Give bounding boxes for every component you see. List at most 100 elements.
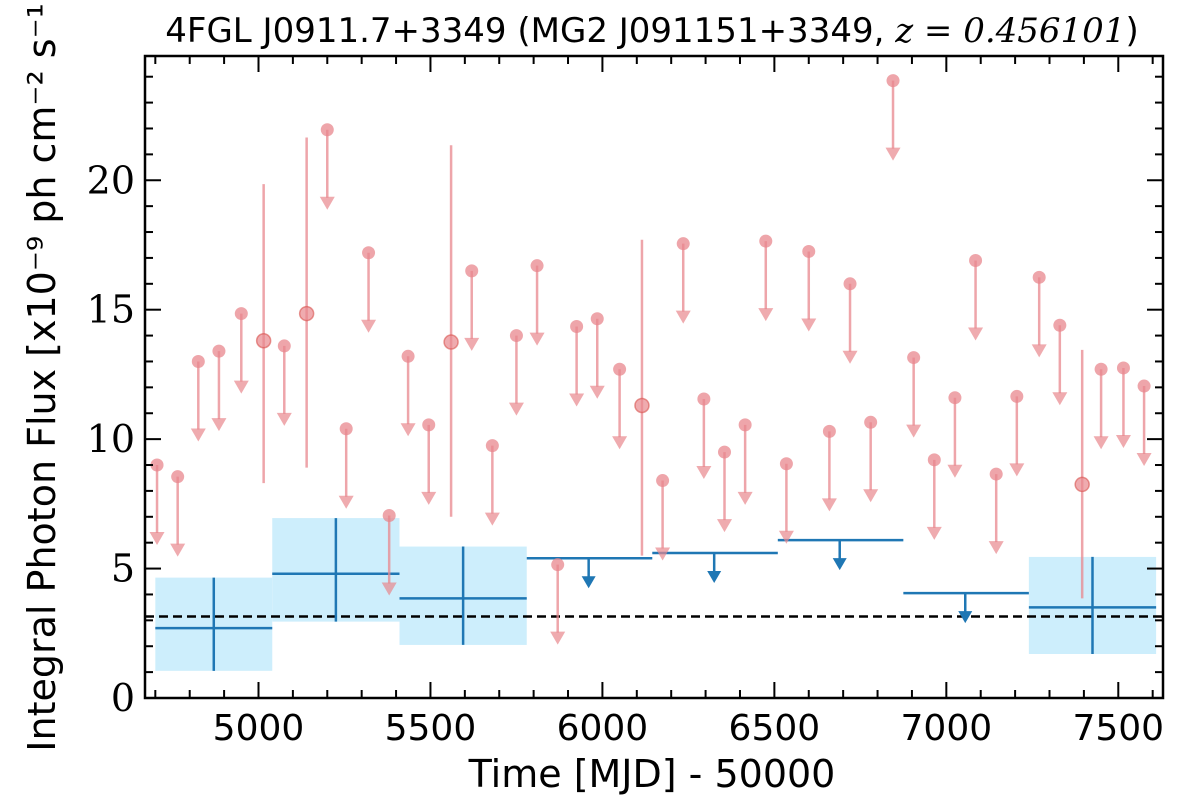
short-bin-upper-limit-point: [1116, 361, 1130, 375]
long-bin-upper-limit-arrow: [958, 611, 973, 624]
long-bin-upper-limit-arrow: [707, 571, 722, 584]
short-bin-upper-limit-arrow: [885, 147, 901, 161]
short-bin-upper-limit-point: [759, 234, 773, 248]
short-bin-detection-point: [255, 333, 272, 349]
short-bin-upper-limit-arrow: [842, 350, 858, 364]
short-bin-upper-limit-arrow: [421, 491, 437, 505]
x-tick-label: 5000: [213, 708, 305, 749]
short-bin-upper-limit-point: [969, 254, 983, 268]
short-bin-upper-limit-arrow: [778, 530, 794, 544]
short-bin-upper-limit-point: [339, 422, 353, 436]
short-bin-upper-limit-arrow: [696, 466, 712, 480]
short-bin-upper-limit-point: [422, 418, 436, 432]
title-prefix: 4FGL J0911.7+3349 (MG2 J091151+3349,: [165, 11, 895, 51]
short-bin-detection-point: [1074, 476, 1090, 493]
x-axis-label: Time [MJD] - 50000: [468, 752, 836, 796]
short-bin-upper-limit-point: [613, 362, 627, 376]
short-bin-upper-limit-arrow: [1136, 453, 1152, 467]
short-bin-upper-limit-point: [362, 246, 376, 260]
short-bin-upper-limit-point: [1053, 318, 1067, 332]
short-bin-detection-point: [634, 397, 650, 414]
y-tick-label: 15: [87, 288, 135, 332]
short-bin-detection-point: [443, 334, 459, 350]
short-bin-upper-limit-point: [465, 264, 479, 278]
short-bin-upper-limit-point: [864, 415, 878, 429]
short-bin-upper-limit-arrow: [550, 631, 566, 645]
short-bin-upper-limit-arrow: [233, 380, 249, 394]
short-bin-upper-limit-arrow: [1009, 463, 1025, 477]
y-tick-label: 20: [87, 158, 135, 202]
short-bin-upper-limit-arrow: [821, 498, 837, 512]
y-tick-label: 0: [111, 676, 135, 720]
short-bin-upper-limit-arrow: [508, 402, 524, 416]
short-bin-upper-limit-arrow: [758, 308, 774, 322]
short-bin-upper-limit-point: [212, 344, 226, 358]
short-bin-upper-limit-point: [989, 467, 1003, 481]
short-bin-upper-limit-arrow: [612, 436, 628, 450]
short-bin-upper-limit-point: [551, 558, 565, 572]
short-bin-upper-limit-point: [171, 470, 185, 484]
short-bin-upper-limit-point: [485, 439, 499, 453]
short-bin-upper-limit-point: [927, 453, 941, 467]
short-bin-upper-limit-point: [1032, 270, 1046, 284]
short-bin-upper-limit-arrow: [361, 319, 377, 333]
short-bin-upper-limit-point: [676, 237, 690, 251]
short-bin-upper-limit-point: [320, 123, 334, 137]
short-bin-upper-limit-arrow: [968, 327, 984, 341]
plot-area: 5000 5500 6000 6500 7000 7500 0 5 10 15 20: [87, 54, 1165, 749]
short-bin-upper-limit-arrow: [589, 385, 605, 399]
short-bin-upper-limit-point: [401, 349, 415, 363]
short-bin-upper-limit-arrow: [464, 337, 480, 351]
x-tick-label: 5500: [385, 708, 477, 749]
short-bin-upper-limit-point: [277, 339, 291, 353]
short-bin-upper-limit-arrow: [1115, 434, 1131, 448]
short-bin-upper-limit-point: [822, 424, 836, 438]
short-bin-upper-limit-point: [590, 312, 604, 326]
short-bin-upper-limit-arrow: [988, 541, 1004, 555]
short-bin-upper-limit-point: [191, 354, 205, 368]
short-bin-upper-limit-arrow: [675, 310, 691, 324]
title-suffix: ): [1125, 11, 1138, 51]
short-bin-upper-limit-arrow: [1093, 436, 1109, 450]
short-bin-upper-limit-arrow: [1031, 344, 1047, 358]
chart-title: 4FGL J0911.7+3349 (MG2 J091151+3349, z =…: [165, 11, 1138, 51]
axes-frame: [143, 54, 1165, 700]
short-bin-upper-limit-arrow: [569, 393, 585, 407]
short-bin-upper-limit-point: [530, 259, 544, 273]
short-bin-upper-limit-point: [802, 244, 816, 258]
short-bin-upper-limit-arrow: [170, 543, 186, 557]
title-redshift: z = 0.456101: [894, 11, 1125, 51]
short-bin-upper-limit-arrow: [338, 495, 354, 509]
y-tick-label: 5: [111, 547, 135, 591]
short-bin-upper-limit-arrow: [926, 526, 942, 540]
long-bin-upper-limit-arrow: [832, 558, 847, 571]
long-bin-upper-limit-arrow: [581, 576, 596, 589]
short-bin-upper-limit-arrow: [276, 412, 292, 426]
short-bin-upper-limit-arrow: [529, 332, 545, 346]
short-bin-upper-limit-arrow: [737, 491, 753, 505]
short-bin-upper-limit-point: [1137, 379, 1151, 393]
short-bin-upper-limit-arrow: [906, 424, 922, 438]
short-bin-upper-limit-arrow: [655, 547, 671, 561]
x-tick-label: 6000: [557, 708, 649, 749]
short-bin-upper-limit-arrow: [319, 196, 335, 210]
short-bin-upper-limit-arrow: [801, 318, 817, 332]
short-bin-upper-limit-arrow: [211, 418, 227, 432]
short-bin-upper-limit-point: [150, 458, 164, 472]
x-tick-label: 7500: [1072, 708, 1164, 749]
short-bin-upper-limit-point: [843, 277, 857, 291]
short-bin-upper-limit-point: [1010, 389, 1024, 403]
short-bin-upper-limit-point: [738, 418, 752, 432]
y-tick-label: 10: [87, 417, 135, 461]
x-tick-label: 7000: [901, 708, 993, 749]
short-bin-upper-limit-point: [948, 391, 962, 405]
short-bin-detection-point: [298, 305, 315, 322]
short-bin-upper-limit-point: [1094, 362, 1108, 376]
short-bin-upper-limit-point: [382, 508, 396, 522]
short-bin-upper-limit-point: [886, 74, 900, 88]
short-bin-upper-limit-arrow: [947, 464, 963, 478]
short-bin-upper-limit-point: [509, 329, 523, 343]
short-bin-upper-limit-arrow: [149, 532, 165, 546]
short-bin-upper-limit-point: [718, 445, 732, 459]
